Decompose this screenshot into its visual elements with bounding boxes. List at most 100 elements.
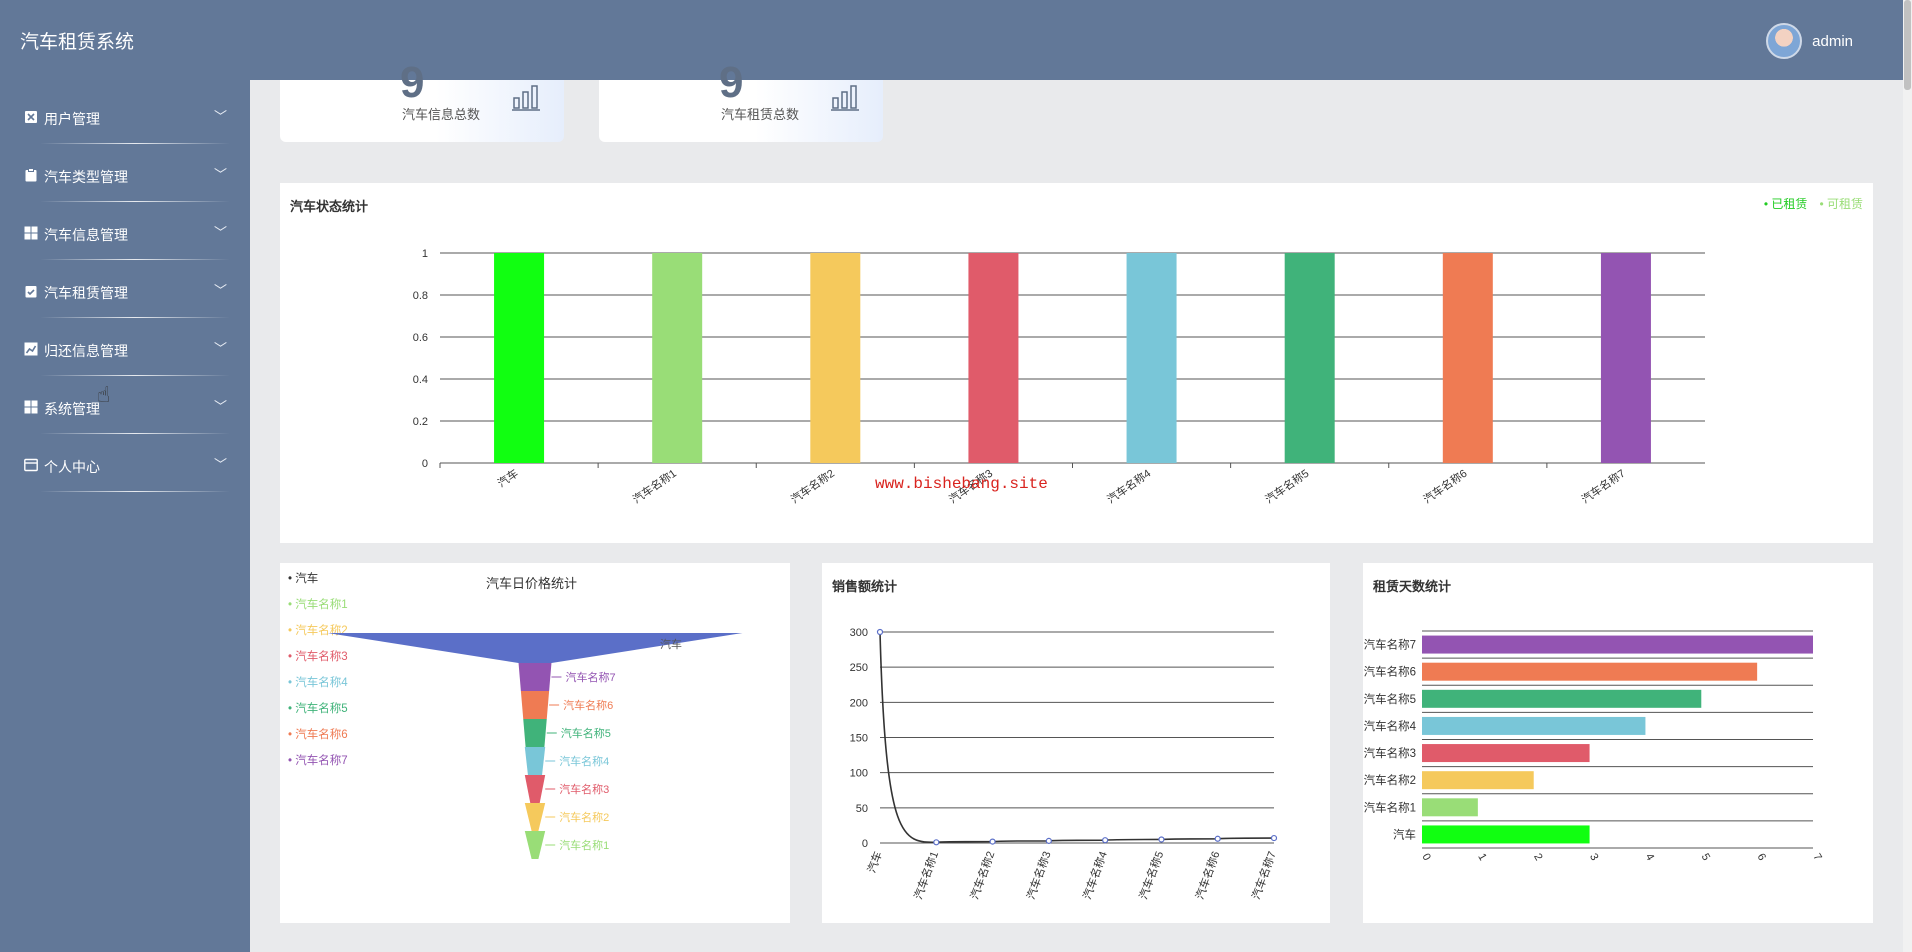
sidebar-item-car-type-management[interactable]: 汽车类型管理 ﹀ [0,148,250,206]
x-tick-label: 汽车名称2 [967,849,997,901]
sidebar-item-return-management[interactable]: 归还信息管理 ﹀ [0,322,250,380]
legend-item: • 汽车 [288,571,318,585]
x-tick-label: 汽车名称7 [1579,466,1628,506]
legend-item: • 汽车名称2 [288,623,348,637]
panel-title: 汽车状态统计 [290,199,369,214]
app-title: 汽车租赁系统 [20,32,135,53]
y-tick-label: 汽车名称1 [1364,800,1416,814]
x-tick-label: 汽车名称3 [1023,849,1053,901]
bar [652,253,703,463]
x-tick-label: 汽车名称7 [1249,849,1279,901]
bar [1422,635,1813,654]
funnel-label: 汽车名称2 [559,810,609,824]
panel-title: 汽车日价格统计 [486,576,578,591]
bar [968,253,1019,463]
x-tick-label: 2 [1531,852,1544,863]
daily-price-panel: • 汽车 • 汽车名称1 • 汽车名称2 • 汽车名称3 • 汽车名称4 • 汽车名称5 •… [280,563,790,923]
stat-label: 汽车信息总数 [402,107,481,122]
grid-icon [24,400,38,414]
y-tick-label: 300 [850,627,868,639]
data-point [933,839,940,846]
sidebar-item-label: 汽车租赁管理 [44,285,128,301]
chevron-down-icon: ﹀ [214,225,228,240]
sidebar-item-label: 汽车类型管理 [44,169,128,185]
divider [40,491,230,492]
bar [1422,662,1758,681]
sidebar-item-personal-center[interactable]: 个人中心 ﹀ [0,438,250,496]
divider [40,317,230,318]
funnel-label: 汽车名称3 [559,782,609,796]
x-tick-label: 0 [1419,852,1432,863]
stat-value: 9 [719,58,744,107]
legend-item[interactable]: • 可租赁 [1819,197,1863,211]
y-tick-label: 0.4 [413,374,428,386]
bar-chart-icon [831,85,859,111]
funnel-segment [524,747,546,775]
legend-item[interactable]: • 已租赁 [1763,197,1808,211]
avatar[interactable] [1766,23,1803,59]
funnel-label: 汽车名称7 [565,670,615,684]
bar [1422,771,1534,790]
x-tick-label: 汽车名称2 [788,466,837,506]
x-tick-label: 汽车 [864,849,885,874]
divider [40,259,230,260]
data-point [1270,834,1278,842]
chart-icon [24,342,38,356]
x-tick-label: 汽车名称5 [1136,849,1166,901]
card-icon [24,458,38,472]
bar [1422,825,1590,844]
username[interactable]: admin [1812,32,1853,50]
panel-title: 租赁天数统计 [1373,579,1452,594]
sidebar-item-rental-management[interactable]: 汽车租赁管理 ﹀ [0,264,250,322]
rental-days-panel: 租赁天数统计 汽车 汽车名称1 汽车名称2 汽车名称3 汽车名称4 汽车名称5 汽车名称6 汽… [1363,563,1873,923]
funnel-segment [524,775,546,803]
chevron-down-icon: ﹀ [214,457,228,472]
funnel-segment [518,663,552,691]
chevron-down-icon: ﹀ [214,341,228,356]
user-menu[interactable]: admin [1766,23,1853,59]
scrollbar-thumb[interactable] [1904,0,1911,90]
y-tick-label: 汽车名称6 [1364,665,1416,679]
funnel-label: 汽车名称5 [561,726,611,740]
sidebar-item-user-management[interactable]: 用户管理 ﹀ [0,90,250,148]
divider [40,433,230,434]
legend-item: • 汽车名称1 [288,597,348,611]
y-tick-label: 汽车名称2 [1364,773,1416,787]
data-point [989,838,996,845]
page-scrollbar[interactable] [1903,0,1912,952]
y-tick-label: 100 [850,768,868,780]
legend-item: • 汽车名称6 [288,727,348,741]
y-tick-label: 0.6 [413,332,428,344]
user-doc-icon [25,111,37,123]
top-bar: 汽车租赁系统 admin [0,0,1903,80]
bar [1284,253,1335,463]
y-tick-label: 50 [856,803,868,815]
panel-title: 销售额统计 [832,579,898,594]
y-tick-label: 0.2 [413,416,428,428]
y-tick-label: 汽车名称3 [1364,746,1416,760]
bar [1422,744,1590,763]
y-tick-label: 0 [422,458,428,470]
legend-item: • 汽车名称5 [288,701,348,715]
data-point [876,628,884,636]
funnel-segment [524,803,546,831]
x-tick-label: 汽车 [495,466,521,490]
bar [494,253,545,463]
bar [1600,253,1651,463]
legend-item: • 汽车名称3 [288,649,348,663]
chevron-down-icon: ﹀ [214,283,228,298]
bar [1126,253,1177,463]
funnel-label: 汽车名称6 [563,698,613,712]
sidebar-item-system-management[interactable]: 系统管理 ﹀ [0,380,250,438]
stat-label: 汽车租赁总数 [721,107,800,122]
stat-value: 9 [400,58,425,107]
sales-chart: 0 50 100 150 200 250 300 汽车 汽车名称1 汽车名称2 汽车名称3 汽车名称4… [850,627,1279,901]
x-tick-label: 3 [1587,852,1600,863]
y-tick-label: 汽车名称4 [1364,719,1417,733]
sidebar-item-car-info-management[interactable]: 汽车信息管理 ﹀ [0,206,250,264]
y-tick-label: 1 [422,248,428,260]
funnel-segment [327,633,743,663]
stat-card-car-info: 9 汽车信息总数 [280,58,564,142]
sidebar-item-label: 系统管理 [44,401,100,417]
